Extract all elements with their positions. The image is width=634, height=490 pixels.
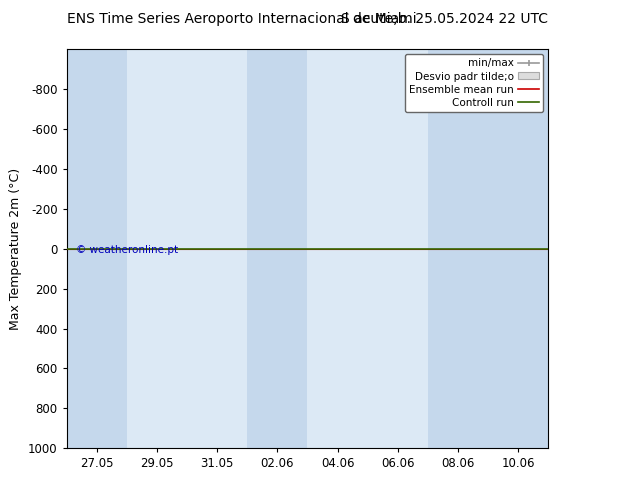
Bar (247, 49, 307, 448)
Bar (428, 49, 548, 448)
Text: S acute;b. 25.05.2024 22 UTC: S acute;b. 25.05.2024 22 UTC (342, 12, 548, 26)
Y-axis label: Max Temperature 2m (°C): Max Temperature 2m (°C) (10, 168, 22, 330)
Text: ENS Time Series Aeroporto Internacional de Miami: ENS Time Series Aeroporto Internacional … (67, 12, 416, 26)
Legend: min/max, Desvio padr tilde;o, Ensemble mean run, Controll run: min/max, Desvio padr tilde;o, Ensemble m… (405, 54, 543, 112)
Text: © weatheronline.pt: © weatheronline.pt (76, 245, 178, 255)
Bar (67, 49, 127, 448)
